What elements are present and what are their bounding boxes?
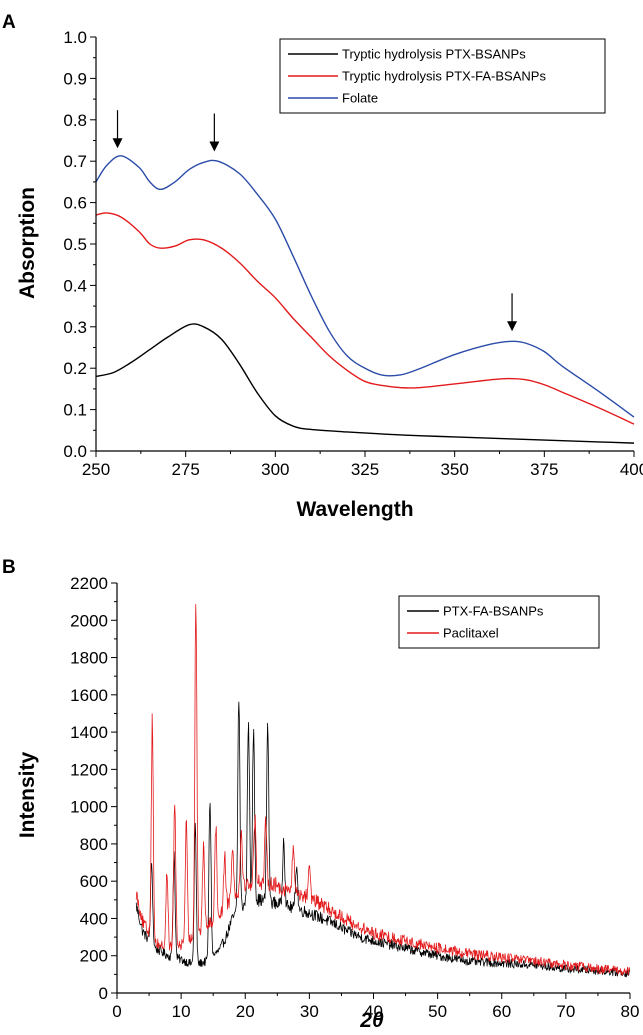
- x-tick-label: 300: [261, 460, 289, 479]
- y-tick-label: 0.9: [63, 69, 87, 88]
- series-line: [95, 212, 635, 425]
- y-tick-label: 1600: [70, 686, 108, 705]
- x-tick-label: 40: [364, 1002, 383, 1021]
- x-tick-label: 375: [530, 460, 558, 479]
- x-tick-label: 30: [300, 1002, 319, 1021]
- panel-b-x-axis-title: 2θ: [359, 1009, 384, 1032]
- y-tick-label: 0.7: [63, 152, 87, 171]
- panel-a-plot-area: [95, 110, 635, 444]
- y-tick-label: 1000: [70, 798, 108, 817]
- x-tick-label: 10: [172, 1002, 191, 1021]
- y-tick-label: 0: [99, 984, 108, 1003]
- y-tick-label: 1200: [70, 760, 108, 779]
- y-tick-label: 1.0: [63, 28, 87, 47]
- y-tick-label: 0.5: [63, 235, 87, 254]
- panel-a-letter: A: [2, 12, 16, 33]
- y-tick-label: 1800: [70, 649, 108, 668]
- x-tick-label: 250: [82, 460, 110, 479]
- y-tick-label: 0.6: [63, 194, 87, 213]
- y-tick-label: 200: [80, 947, 108, 966]
- series-line: [135, 604, 631, 976]
- series-line: [95, 155, 635, 418]
- panel-a-y-axis-title: Absorption: [16, 187, 39, 299]
- x-tick-label: 50: [428, 1002, 447, 1021]
- legend-entry-label: Folate: [342, 91, 378, 106]
- legend-entry-label: Tryptic hydrolysis PTX-BSANPs: [342, 47, 526, 62]
- x-tick-label: 325: [351, 460, 379, 479]
- panel-b-axes: 0200400600800100012001400160018002000220…: [70, 574, 639, 1021]
- x-tick-label: 0: [112, 1002, 121, 1021]
- panel-b-y-axis-title: Intensity: [16, 752, 39, 839]
- x-tick-label: 275: [171, 460, 199, 479]
- panel-b-xrd-chart: B 02004006008001000120014001600180020002…: [2, 557, 639, 1032]
- panel-a-axes: 0.0 0.1 0.2 0.3 0.4 0.5 0.6 0.7 0.8 0.9 1.0 250 275 3…: [63, 28, 643, 479]
- x-tick-label: 80: [621, 1002, 640, 1021]
- series-line: [95, 323, 635, 444]
- y-tick-label: 0.1: [63, 401, 87, 420]
- x-tick-label: 20: [236, 1002, 255, 1021]
- panel-b-plot-area: [135, 604, 631, 978]
- y-tick-label: 0.0: [63, 442, 87, 461]
- legend-box: [398, 595, 600, 649]
- y-tick-label: 0.2: [63, 359, 87, 378]
- y-tick-label: 0.4: [63, 276, 87, 295]
- panel-a-legend: Tryptic hydrolysis PTX-BSANPs Tryptic hyd…: [279, 38, 606, 114]
- x-tick-label: 70: [556, 1002, 575, 1021]
- y-tick-label: 1400: [70, 723, 108, 742]
- panel-b-letter: B: [2, 557, 16, 578]
- y-tick-label: 2200: [70, 574, 108, 593]
- legend-entry-label: Paclitaxel: [443, 626, 499, 641]
- peak-arrow: [209, 113, 220, 152]
- legend-entry-label: Tryptic hydrolysis PTX-FA-BSANPs: [342, 69, 546, 84]
- x-tick-label: 60: [492, 1002, 511, 1021]
- x-tick-label: 350: [440, 460, 468, 479]
- y-tick-label: 2000: [70, 611, 108, 630]
- y-tick-label: 0.8: [63, 111, 87, 130]
- y-tick-label: 400: [80, 909, 108, 928]
- y-tick-label: 0.3: [63, 318, 87, 337]
- series-line: [135, 701, 631, 978]
- peak-arrow: [112, 110, 123, 149]
- legend-entry-label: PTX-FA-BSANPs: [443, 604, 544, 619]
- y-tick-label: 600: [80, 872, 108, 891]
- y-tick-label: 800: [80, 835, 108, 854]
- peak-arrow: [507, 293, 518, 332]
- x-tick-label: 400: [620, 460, 643, 479]
- panel-b-legend: PTX-FA-BSANPs Paclitaxel: [398, 595, 600, 649]
- panel-a-absorption-chart: A 0.0 0.1 0.2 0.3 0.4 0.5 0.6 0.7 0.8 0.9 1.0 250 27…: [2, 12, 643, 521]
- panel-a-x-axis-title: Wavelength: [296, 498, 413, 521]
